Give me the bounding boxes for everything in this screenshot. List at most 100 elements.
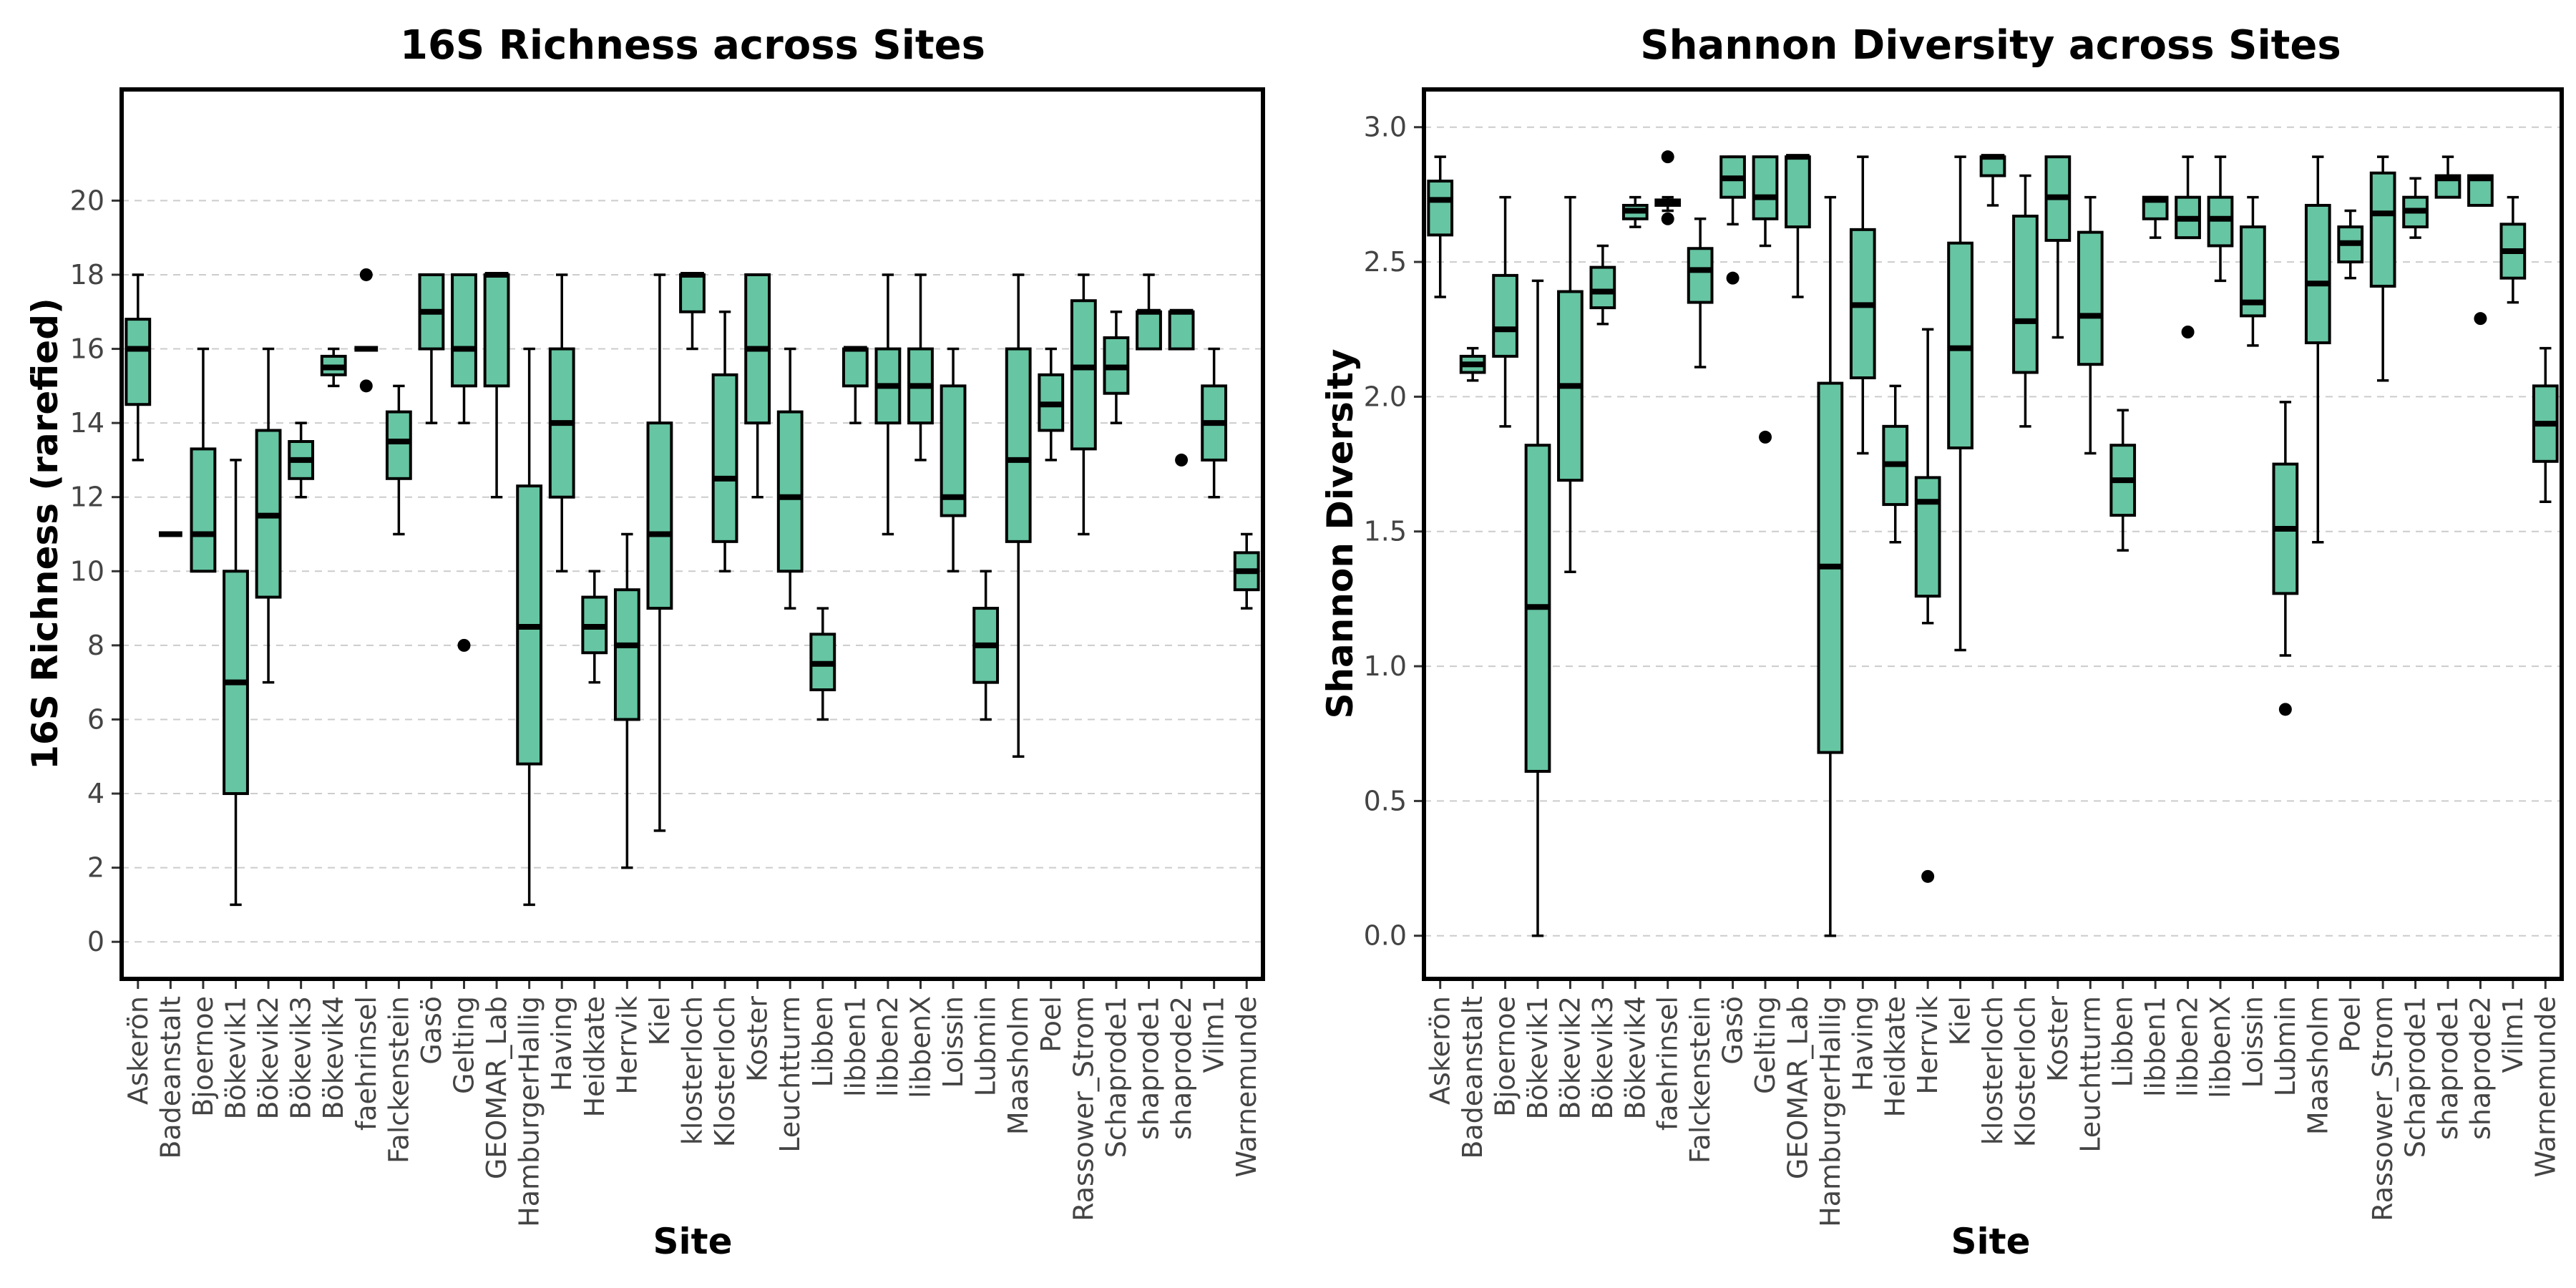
x-tick-label: Herrvik — [611, 996, 643, 1095]
x-tick-label: Schaprode1 — [2400, 996, 2431, 1158]
x-tick-label: Vilm1 — [2497, 996, 2529, 1073]
richness-box-Herrvik — [613, 532, 640, 869]
richness-box-Gelting — [451, 273, 477, 652]
shannon-box-Koster — [2044, 155, 2072, 339]
iqr-box — [385, 410, 412, 480]
shannon-box-Falckenstein — [1687, 218, 1714, 369]
shannon-box-Warnemunde — [2532, 346, 2559, 504]
x-tick-label: Poel — [2335, 996, 2366, 1053]
iqr-box — [1427, 180, 1454, 237]
x-tick-label: Having — [1847, 996, 1878, 1091]
shannon-box-libbenX — [2207, 155, 2234, 283]
iqr-box — [776, 410, 804, 573]
x-tick-label: faehrinsel — [1652, 996, 1684, 1131]
shannon-box-libben1 — [2142, 195, 2169, 239]
shannon-x-axis-label: Site — [1951, 1221, 2031, 1262]
shannon-panel: Shannon Diversity across Sites 0.0 0.5 1.0… — [1319, 22, 2564, 1262]
y-tick-label: 0.5 — [1364, 785, 1407, 816]
richness-box-HamburgerHallig — [516, 347, 543, 907]
shannon-box-Badeanstalt — [1459, 346, 1486, 382]
iqr-box — [125, 318, 152, 406]
shannon-box-Leuchtturm — [2077, 195, 2104, 455]
x-tick-label: Libben — [807, 996, 839, 1087]
iqr-box — [2077, 230, 2104, 366]
iqr-box — [711, 373, 738, 543]
x-tick-label: shaprode1 — [2432, 996, 2464, 1140]
shannon-box-GEOMAR_Lab — [1785, 154, 1811, 298]
shannon-box-Bjoernoe — [1492, 195, 1518, 428]
iqr-box — [2304, 203, 2331, 345]
richness-x-axis-label: Site — [653, 1221, 733, 1262]
richness-box-klosterloch — [679, 271, 706, 351]
y-tick-label: 12 — [70, 482, 104, 513]
outlier-point — [457, 638, 471, 652]
x-tick-label: shaprode2 — [2464, 996, 2496, 1140]
shannon-box-Bökevik1 — [1524, 279, 1551, 937]
iqr-box — [190, 447, 217, 573]
iqr-box — [1168, 310, 1195, 351]
richness-box-Bökevik3 — [288, 421, 315, 499]
richness-box-Warnemunde — [1233, 532, 1260, 610]
x-tick-label: Loissin — [937, 996, 969, 1088]
x-tick-label: Falckenstein — [383, 996, 414, 1163]
iqr-box — [1914, 476, 1941, 598]
x-tick-label: Bökevik1 — [220, 996, 252, 1120]
x-tick-label: Kiel — [644, 996, 675, 1045]
iqr-box — [2012, 215, 2039, 374]
shannon-y-axis: 0.0 0.5 1.0 1.5 2.0 2.5 3.0 — [1364, 112, 1424, 952]
x-tick-label: libbenX — [905, 996, 937, 1098]
y-tick-label: 0 — [87, 926, 104, 957]
x-tick-label: libben2 — [872, 996, 904, 1097]
x-tick-label: Gasö — [1717, 996, 1749, 1065]
iqr-box — [1687, 247, 1714, 304]
richness-box-Askerön — [125, 273, 152, 462]
shannon-box-klosterloch — [1979, 154, 2006, 207]
x-tick-label: Heidkate — [1880, 996, 1911, 1118]
outlier-point — [2181, 326, 2195, 338]
shannon-box-Bökevik2 — [1557, 195, 1584, 573]
x-tick-label: Schaprode1 — [1101, 996, 1132, 1158]
richness-box-Libben — [809, 607, 836, 721]
iqr-box — [2369, 171, 2396, 288]
x-tick-label: HamburgerHallig — [514, 996, 545, 1227]
iqr-box — [451, 273, 477, 388]
x-tick-label: Warnemunde — [1231, 996, 1262, 1178]
iqr-box — [483, 273, 510, 388]
richness-box-libben2 — [874, 273, 902, 536]
shannon-box-HamburgerHallig — [1817, 195, 1844, 937]
richness-box-Bökevik2 — [255, 347, 282, 684]
richness-box-Loissin — [940, 347, 967, 573]
shannon-box-Having — [1849, 155, 1876, 455]
y-tick-label: 4 — [87, 778, 104, 809]
richness-y-axis: 0 2 4 6 8 10 12 14 16 18 20 — [70, 185, 122, 957]
y-tick-label: 8 — [87, 630, 104, 661]
x-tick-label: Bjoernoe — [187, 996, 219, 1117]
richness-box-Bjoernoe — [190, 347, 217, 573]
shannon-plot-frame — [1422, 87, 2564, 981]
x-tick-label: libben1 — [2140, 996, 2171, 1097]
iqr-box — [1492, 273, 1518, 358]
richness-chart-title: 16S Richness across Sites — [400, 22, 985, 69]
x-tick-label: Warnemunde — [2529, 996, 2561, 1178]
iqr-box — [1136, 310, 1162, 351]
shannon-box-Gelting — [1752, 155, 1779, 444]
outlier-point — [1726, 271, 1740, 285]
shannon-box-Poel — [2337, 209, 2364, 280]
iqr-box — [1785, 155, 1811, 229]
richness-box-Maasholm — [1005, 273, 1032, 758]
iqr-box — [646, 421, 673, 610]
x-tick-label: libben1 — [839, 996, 871, 1097]
x-tick-label: faehrinsel — [351, 996, 382, 1131]
x-tick-label: Bökevik2 — [1554, 996, 1586, 1120]
x-tick-label: Poel — [1035, 996, 1067, 1053]
x-tick-label: Bökevik2 — [253, 996, 284, 1120]
richness-box-Klosterloch — [711, 311, 738, 573]
iqr-box — [841, 347, 869, 388]
richness-box-GEOMAR_Lab — [483, 271, 510, 499]
richness-panel: 16S Richness across Sites 02468101214161… — [24, 22, 1265, 1262]
iqr-box — [679, 273, 706, 313]
x-tick-label: Askerön — [122, 996, 154, 1105]
x-tick-label: Kiel — [1945, 996, 1976, 1045]
richness-box-Lubmin — [972, 570, 1000, 721]
x-tick-label: Koster — [742, 996, 774, 1082]
